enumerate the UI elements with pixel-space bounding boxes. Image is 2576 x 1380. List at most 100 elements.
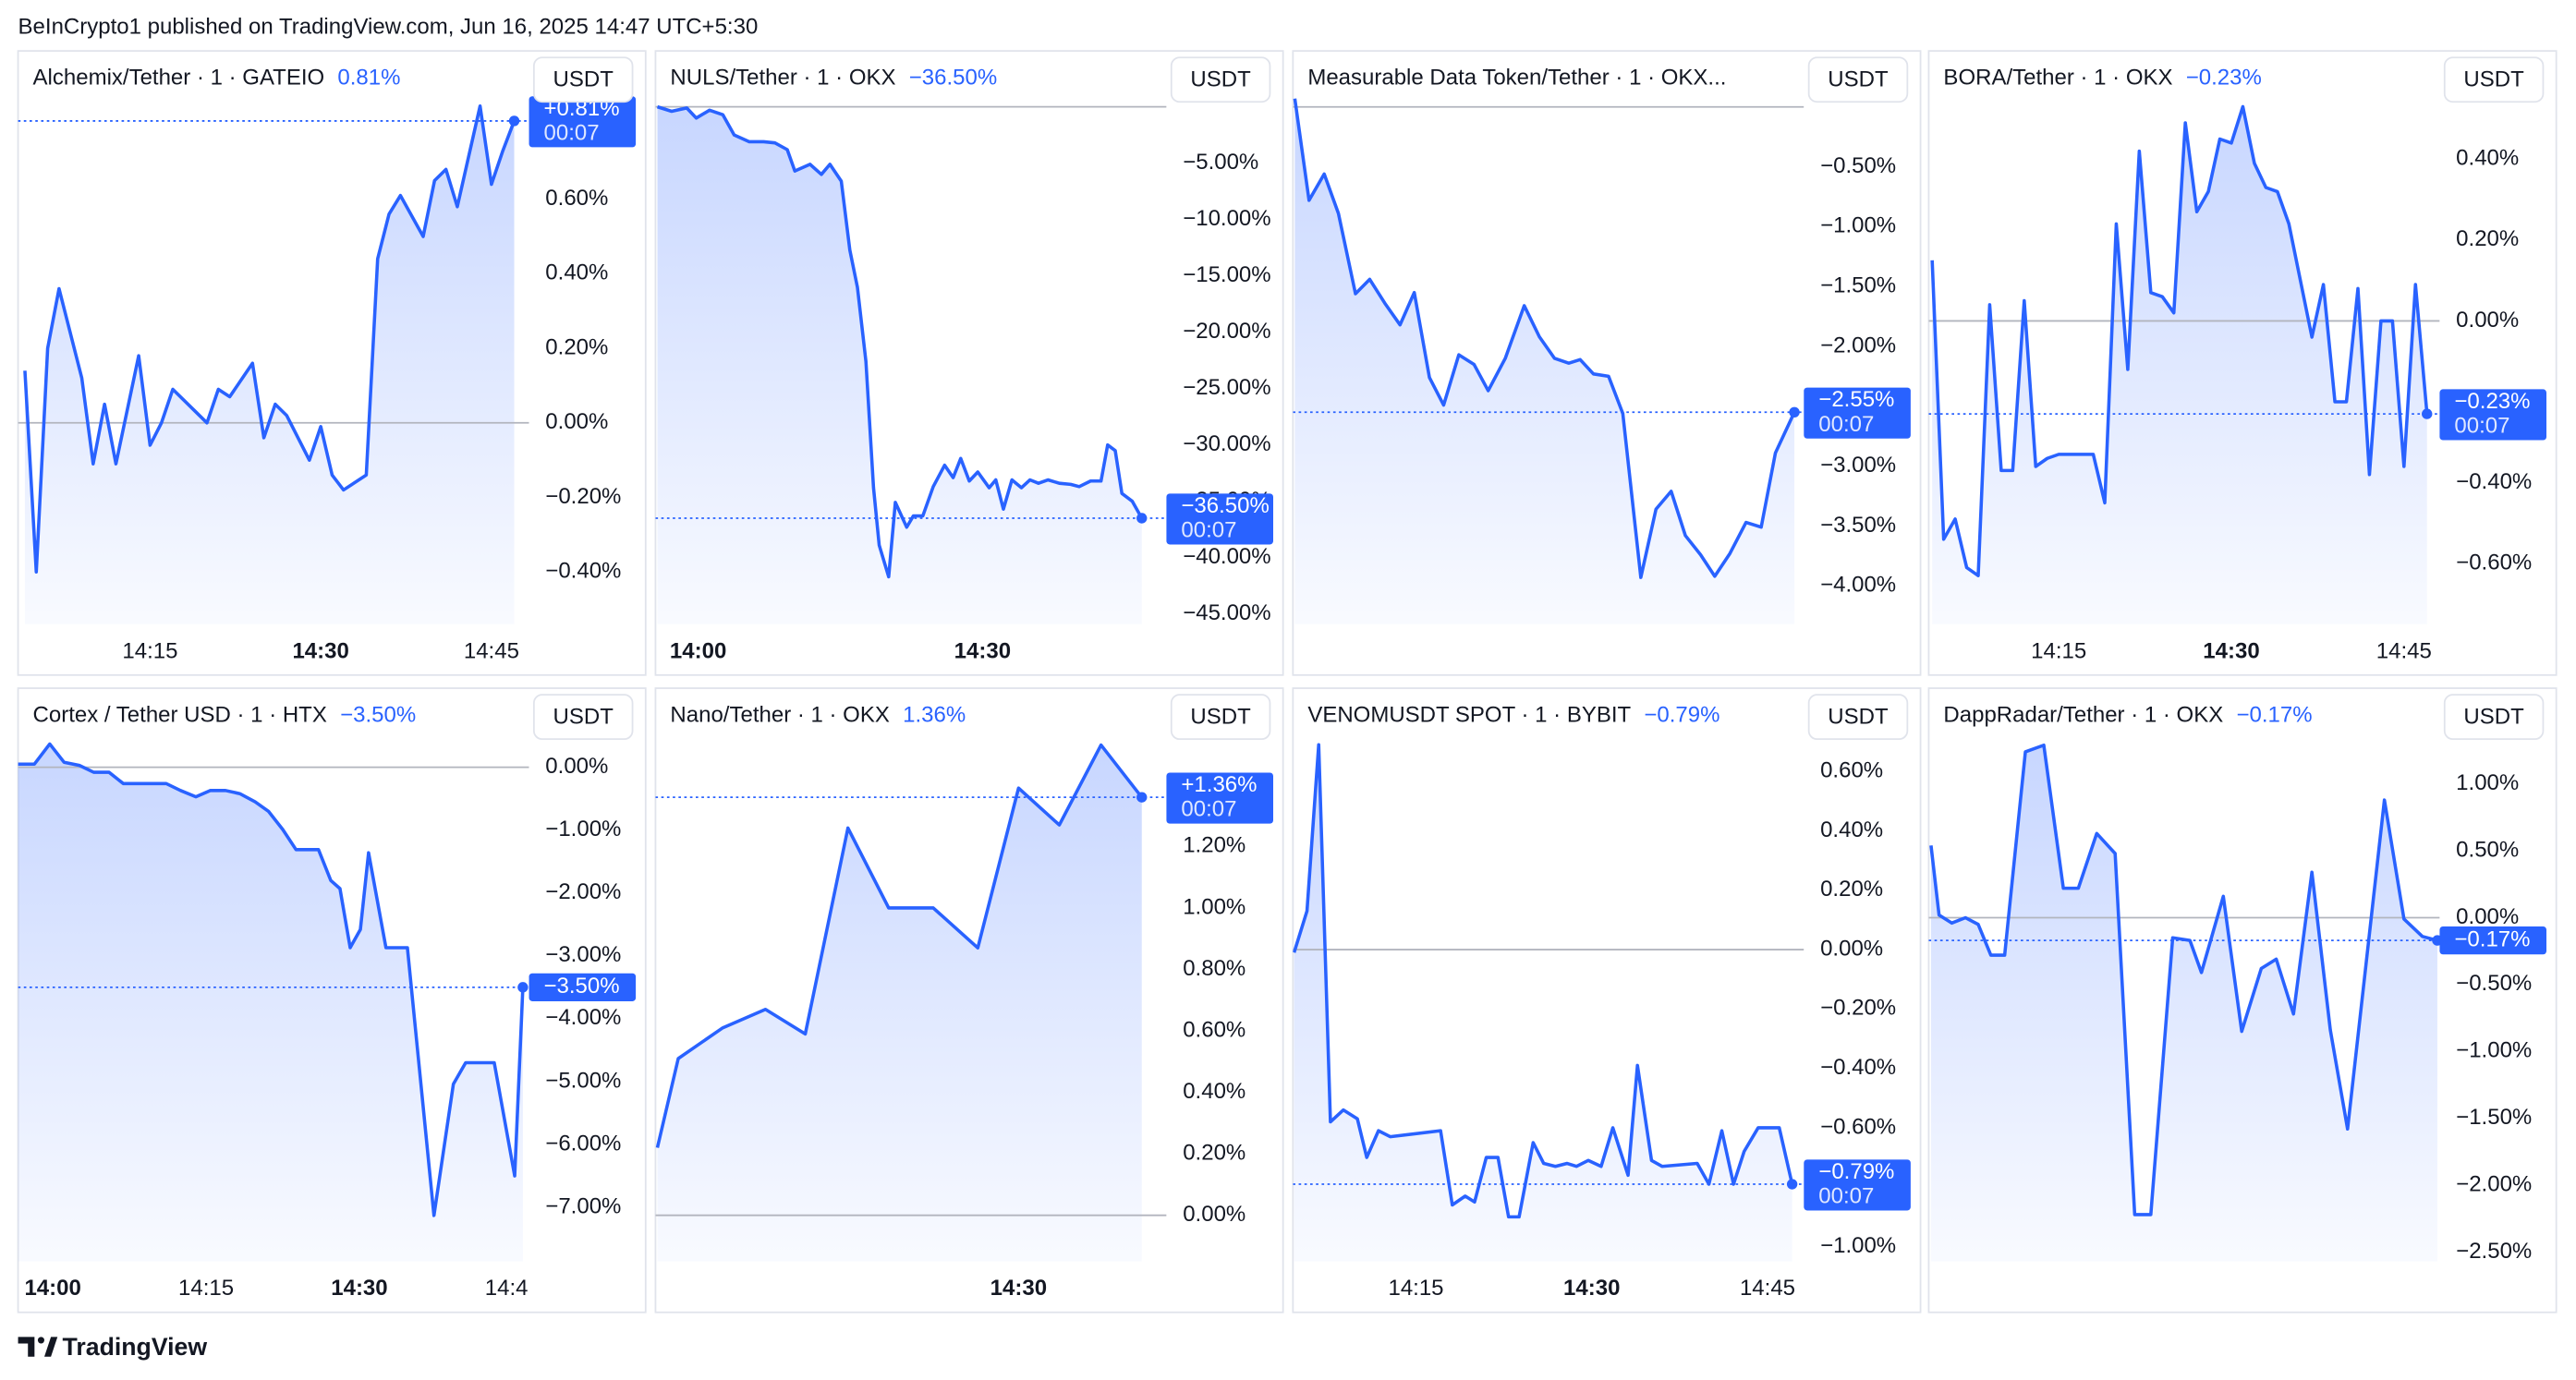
currency-label: USDT [553,704,614,729]
x-tick-label: 14:30 [331,1276,387,1301]
y-tick-label: −1.00% [545,817,621,841]
change: −0.17% [2236,703,2312,728]
x-tick-label: 14:30 [2203,638,2259,663]
y-tick-label: −25.00% [1183,375,1270,400]
y-tick-label: 0.00% [2456,308,2519,333]
chart-panel: 14:30 0.00% 0.20% 0.40% 0.60% 0.80% 1.00% 1.20%… [654,687,1284,1313]
y-tick-label: −5.00% [545,1068,621,1093]
y-tick-label: −45.00% [1183,600,1270,625]
pair-title: Nano/Tether · 1 · OKX [670,703,889,728]
chart-title: Alchemix/Tether · 1 · GATEIO 0.81% [33,66,401,91]
price-label: −0.23% [2454,389,2530,414]
plot-area: 14:00 14:15 14:30 14:45 [18,742,541,1301]
chart-panel: 14:15 14:30 14:45 0.60% 0.40% 0.20% 0.00% −0.20… [17,50,647,676]
currency-button[interactable] [1170,694,1271,741]
currency-label: USDT [553,67,614,92]
y-tick-label: −3.50% [1820,513,1896,538]
chart-panel: 14:1514:3014:450.40%0.20%0.00%−0.20%−0.4… [1927,50,2558,676]
y-tick-label: 0.60% [1183,1017,1245,1042]
y-tick-label: 0.20% [1820,877,1883,902]
currency-button[interactable] [2443,694,2545,741]
y-tick-label: −4.00% [1820,573,1896,598]
price-line [655,743,1144,1148]
countdown: 00:07 [1818,1184,1874,1209]
y-tick-label: 0.20% [545,334,608,359]
y-tick-label: 0.60% [1820,758,1883,783]
x-tick-label: 14:45 [485,1276,541,1301]
price-label: −2.55% [1818,387,1894,412]
currency-button[interactable] [2443,56,2545,103]
y-tick-label: 0.40% [1820,817,1883,842]
price-line [1293,98,1796,579]
currency-button[interactable] [532,694,634,741]
y-tick-label: 1.00% [2456,770,2519,795]
y-tick-label: 0.20% [2456,226,2519,251]
currency-button[interactable] [1807,56,1909,103]
footer-brand: TradingView [63,1333,208,1361]
price-label-box [2439,926,2546,955]
y-tick-label: 0.80% [1183,956,1245,981]
y-tick-label: 0.60% [545,186,608,211]
chart-title: Nano/Tether · 1 · OKX 1.36% [670,703,966,728]
y-tick-label: 1.20% [1183,833,1245,858]
last-price-dot [1786,1179,1798,1190]
x-tick-label: 14:45 [464,638,519,663]
plot-area [1293,98,1804,624]
y-tick-label: 0.00% [1183,1202,1245,1227]
plot-area: 14:00 14:30 [655,104,1167,663]
change: 1.36% [903,703,966,728]
x-tick-label: 14:45 [1740,1276,1795,1301]
y-tick-label: −4.00% [545,1005,621,1030]
price-label-box [1166,772,1273,824]
price-label: +1.36% [1181,772,1257,797]
plot-area: 14:15 14:30 14:45 [18,104,529,663]
pair-title: Measurable Data Token/Tether · 1 · OKX..… [1307,66,1726,91]
currency-label: USDT [2463,704,2524,729]
price-label-box [1804,387,1911,439]
price-label-box [1166,493,1273,545]
price-label-box [529,973,637,1001]
y-tick-label: −1.50% [2456,1105,2532,1130]
y-tick-label: −40.00% [1183,544,1270,569]
y-tick-label: −2.50% [2456,1239,2532,1264]
y-tick-label: −5.00% [1183,150,1258,175]
countdown: 00:07 [1181,797,1236,822]
y-tick-label: 1.00% [1183,894,1245,919]
y-tick-label: 0.20% [1183,1140,1245,1165]
currency-label: USDT [1828,704,1889,729]
change: 0.81% [337,66,400,91]
price-label: −3.50% [544,974,620,999]
chart-panel: 1.00% 0.50% 0.00% −0.50% −1.00% −1.50% −2.00% −… [1927,687,2558,1313]
chart-panel: 14:15 14:30 14:45 0.60% 0.40% 0.20% 0.00% −0.20… [1292,687,1922,1313]
y-tick-label: −2.00% [545,879,621,904]
price-line [18,742,525,1217]
countdown: 00:07 [1818,412,1874,437]
y-tick-label: −0.50% [2456,971,2532,996]
plot-area: 14:30 [655,743,1167,1301]
countdown: 00:07 [2454,414,2509,439]
y-tick-label: −15.00% [1183,262,1270,287]
x-tick-label: 14:15 [2031,638,2086,663]
y-tick-label: −7.00% [545,1193,621,1218]
y-tick-label: 0.40% [1183,1079,1245,1104]
y-tick-label: 0.00% [2456,904,2519,929]
area-fill [1932,106,2427,624]
y-tick-label: −1.00% [1820,1233,1896,1258]
y-tick-label: −0.60% [2456,550,2532,575]
y-tick-label: −2.00% [1820,333,1896,357]
y-tick-label: −2.00% [2456,1171,2532,1196]
y-tick-label: −1.50% [1820,273,1896,298]
price-label-box [2439,389,2546,441]
y-tick-label: −0.50% [1820,153,1896,178]
y-tick-label: −0.20% [545,484,621,509]
pair-title: Alchemix/Tether · 1 · GATEIO [33,66,325,91]
currency-button[interactable] [532,56,634,103]
x-tick-label: 14:45 [2376,638,2432,663]
chart-title: DappRadar/Tether · 1 · OKX −0.17% [1943,703,2312,728]
countdown: 00:07 [544,121,600,146]
y-tick-label: −6.00% [545,1131,621,1156]
currency-button[interactable] [1807,694,1909,741]
y-tick-label: −0.20% [1820,996,1896,1021]
chart-panel: 14:00 14:30 −5.00% −10.00% −15.00% −20.00% −25… [654,50,1284,676]
currency-button[interactable] [1170,56,1271,103]
